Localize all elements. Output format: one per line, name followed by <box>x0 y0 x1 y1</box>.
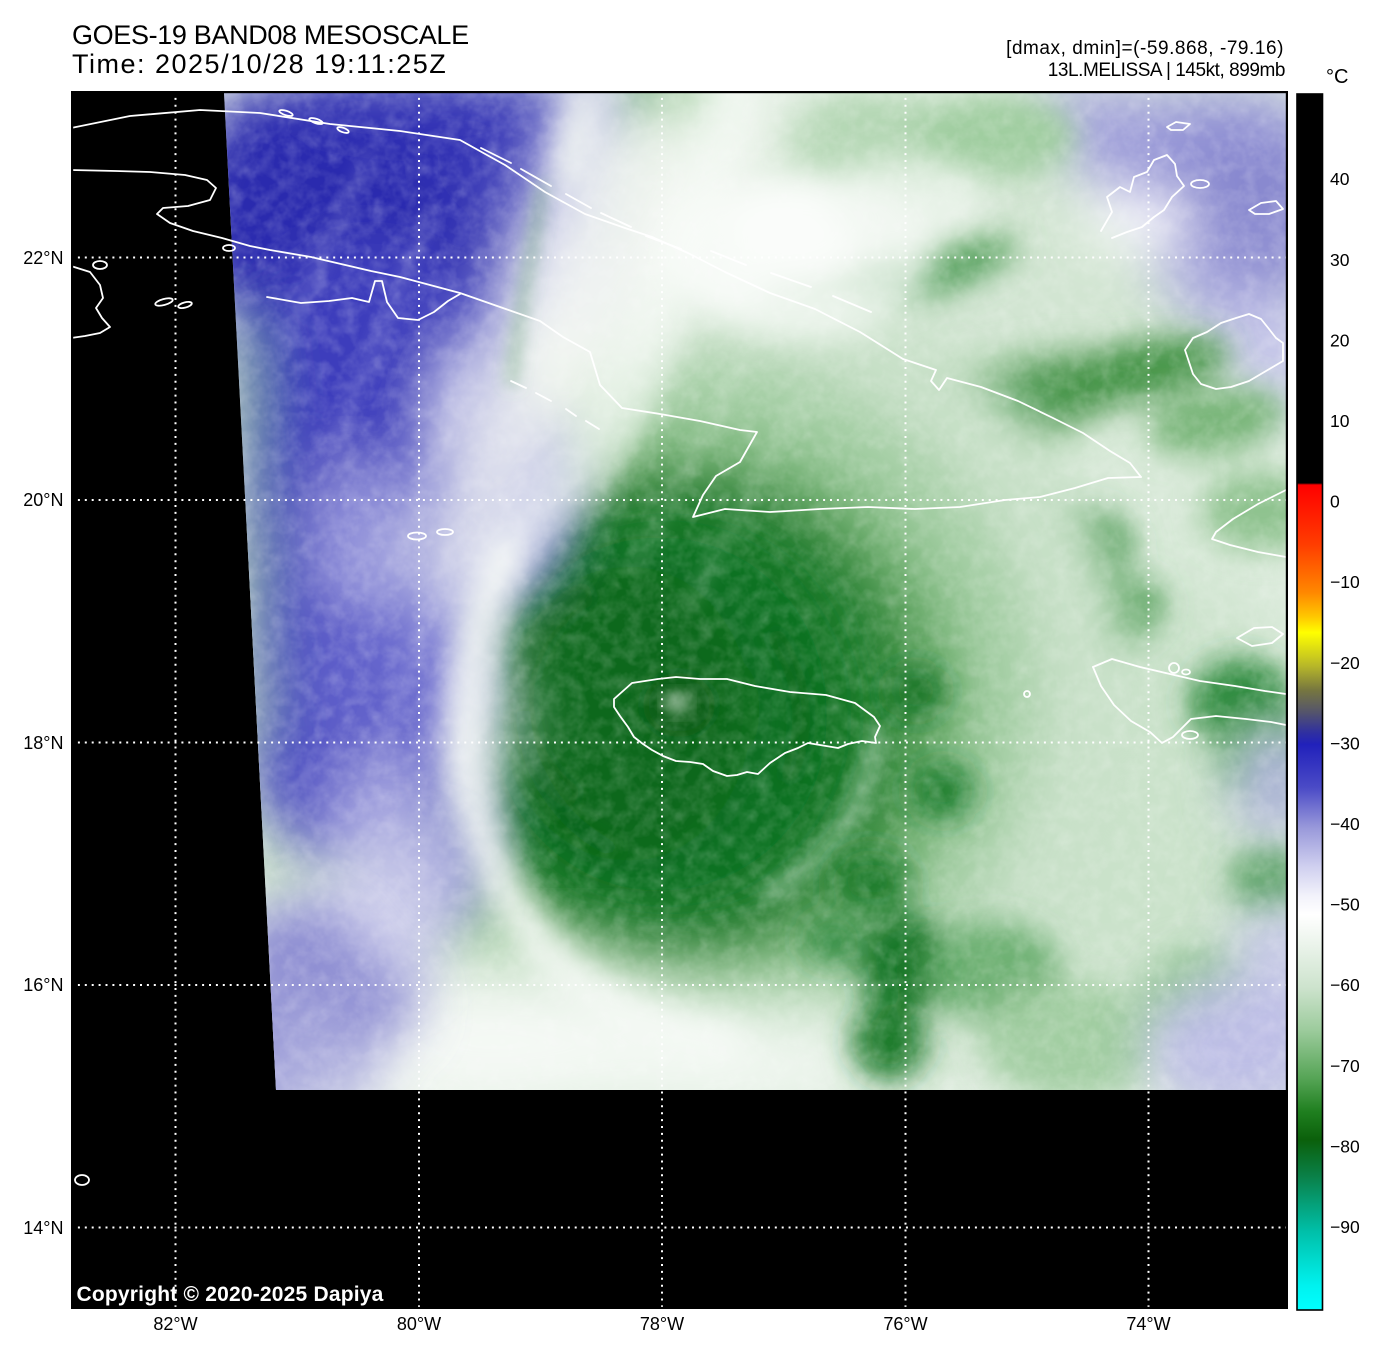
svg-text:−90: −90 <box>1330 1217 1360 1237</box>
svg-text:−70: −70 <box>1330 1056 1360 1076</box>
svg-text:10: 10 <box>1330 411 1350 431</box>
svg-text:−80: −80 <box>1330 1136 1360 1156</box>
svg-text:−10: −10 <box>1330 572 1360 592</box>
svg-text:−40: −40 <box>1330 814 1360 834</box>
svg-text:−60: −60 <box>1330 975 1360 995</box>
svg-text:−20: −20 <box>1330 653 1360 673</box>
svg-text:40: 40 <box>1330 169 1350 189</box>
svg-text:−50: −50 <box>1330 895 1360 915</box>
svg-text:Copyright © 2020-2025 Dapiya: Copyright © 2020-2025 Dapiya <box>77 1283 384 1306</box>
svg-text:−30: −30 <box>1330 733 1360 753</box>
svg-text:0: 0 <box>1330 492 1340 512</box>
svg-text:20: 20 <box>1330 330 1350 350</box>
svg-text:30: 30 <box>1330 250 1350 270</box>
